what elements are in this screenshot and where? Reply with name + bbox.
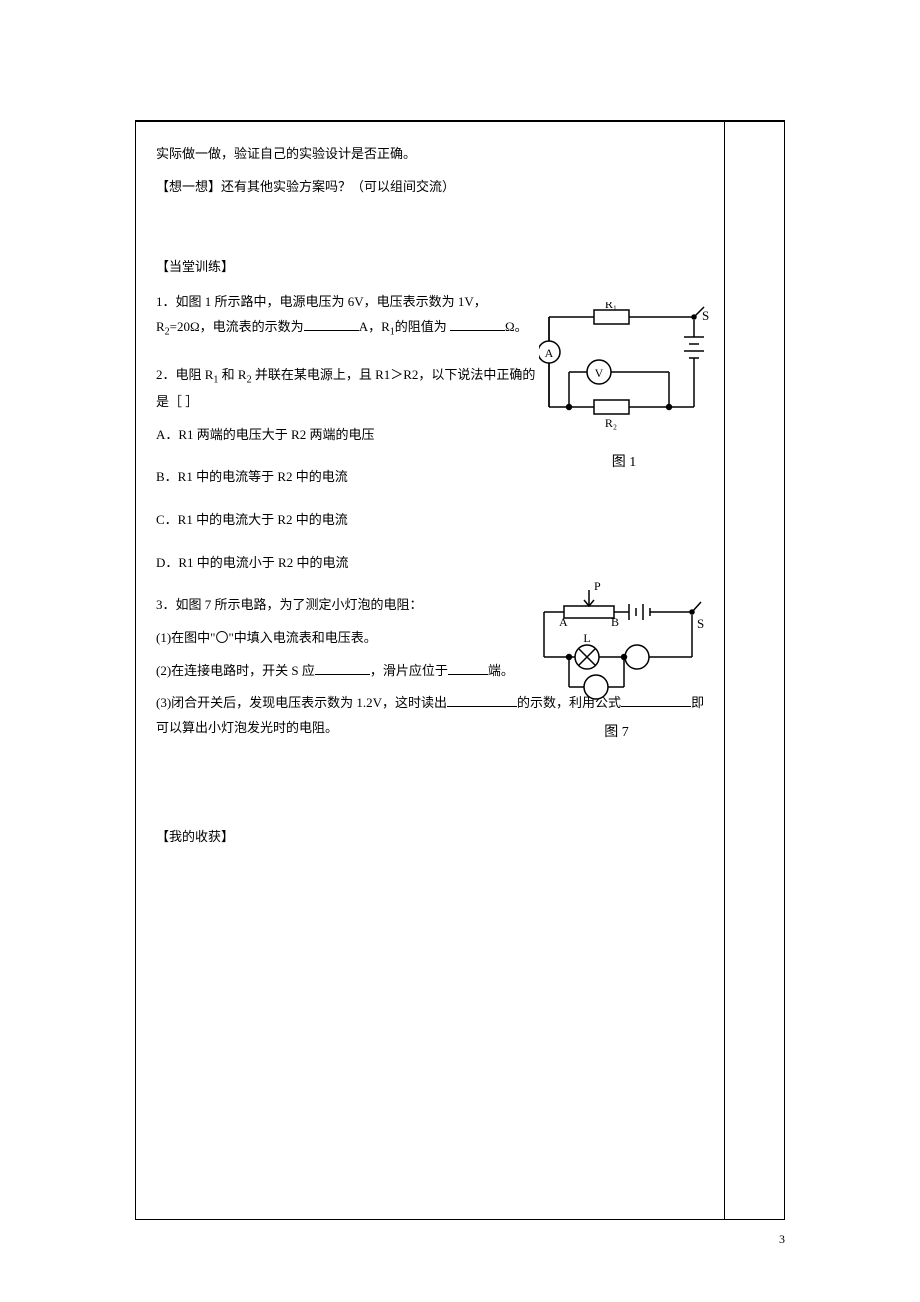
q2-stem: 2．电阻 R1 和 R2 并联在某电源上，且 R1＞R2，以下说法中正确的是［ … — [156, 363, 536, 414]
figure-7-label: 图 7 — [529, 721, 704, 741]
fig7-b-label: B — [611, 615, 619, 629]
fig7-a-label: A — [559, 615, 568, 629]
fig1-v-label: V — [595, 366, 604, 380]
question-2: 2．电阻 R1 和 R2 并联在某电源上，且 R1＞R2，以下说法中正确的是［ … — [156, 363, 536, 575]
figure-7: P A B S L 图 7 — [529, 582, 704, 741]
fig7-s-label: S — [697, 616, 704, 631]
circuit-1-svg: R₁ R₂ S A V — [539, 302, 709, 442]
think-line: 【想一想】还有其他实验方案吗？（可以组间交流） — [156, 175, 714, 200]
fig7-p-label: P — [594, 582, 601, 593]
page-frame: 实际做一做，验证自己的实验设计是否正确。 【想一想】还有其他实验方案吗？（可以组… — [135, 120, 785, 1220]
q2-option-a: A．R1 两端的电压大于 R2 两端的电压 — [156, 423, 536, 448]
q2-option-d: D．R1 中的电流小于 R2 中的电流 — [156, 551, 536, 576]
q1-r2: =20Ω， — [170, 319, 213, 334]
q2-stem-b: 和 R — [218, 367, 246, 382]
fig1-a-label: A — [545, 346, 554, 360]
q3-p2b: ，滑片应位于 — [370, 663, 448, 678]
figure-1: R₁ R₂ S A V 图 1 — [539, 302, 709, 471]
fig1-r1-label: R₁ — [605, 302, 617, 311]
fig1-r2-label: R₂ — [605, 416, 617, 430]
blank-slider — [448, 662, 488, 675]
q3-p2a: (2)在连接电路时，开关 S 应 — [156, 663, 315, 678]
q1-mid: 电流表的示数为 — [213, 319, 304, 334]
blank-switch — [315, 662, 370, 675]
content-area: 实际做一做，验证自己的实验设计是否正确。 【想一想】还有其他实验方案吗？（可以组… — [136, 122, 784, 880]
q1-tail: 的阻值为 — [395, 319, 447, 334]
think-text: 还有其他实验方案吗？（可以组间交流） — [221, 179, 455, 194]
q2-option-b: B．R1 中的电流等于 R2 中的电流 — [156, 465, 536, 490]
figure-1-label: 图 1 — [539, 451, 709, 471]
question-1: 1．如图 1 所示路中，电源电压为 6V，电压表示数为 1V，R2=20Ω，电流… — [156, 290, 536, 341]
fig7-l-label: L — [583, 631, 590, 645]
practice-heading: 【当堂训练】 — [156, 255, 714, 280]
page-number: 3 — [779, 1232, 785, 1247]
q2-stem-a: 2．电阻 R — [156, 367, 213, 382]
intro-line: 实际做一做，验证自己的实验设计是否正确。 — [156, 142, 714, 167]
think-label: 【想一想】 — [156, 179, 221, 194]
q1-ohm: Ω。 — [505, 319, 528, 334]
margin-column — [724, 122, 784, 1219]
circuit-7-svg: P A B S L — [529, 582, 704, 712]
fig1-s-label: S — [702, 308, 709, 323]
harvest-heading: 【我的收获】 — [156, 825, 714, 850]
blank-reading — [447, 694, 517, 707]
blank-current — [304, 318, 359, 331]
q2-option-c: C．R1 中的电流大于 R2 中的电流 — [156, 508, 536, 533]
q3-p3a: (3)闭合开关后，发现电压表示数为 1.2V，这时读出 — [156, 695, 447, 710]
q1-unit-a: A，R — [359, 319, 390, 334]
blank-resistance — [450, 318, 505, 331]
q3-p2c: 端。 — [488, 663, 514, 678]
